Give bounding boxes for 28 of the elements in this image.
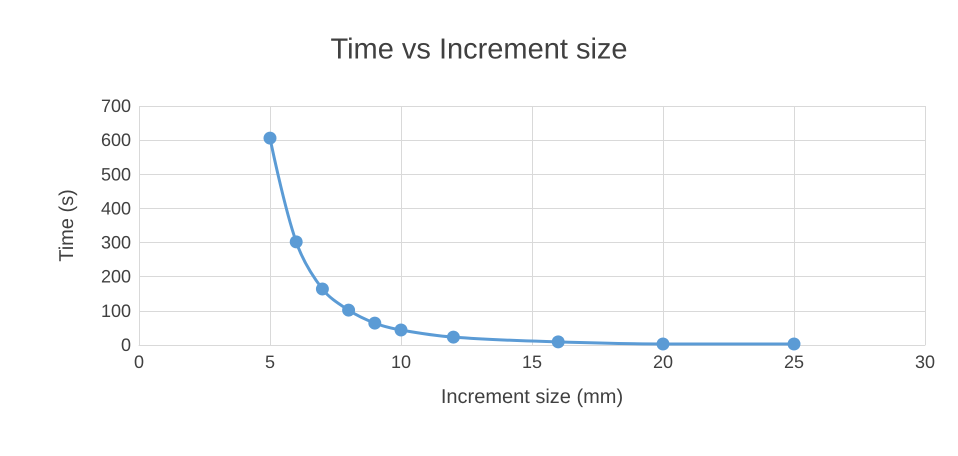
y-tick-label: 600 [100,130,131,150]
y-axis-title: Time (s) [56,189,78,262]
y-tick-label: 700 [100,96,131,116]
point [394,323,408,336]
y-tick-label: 500 [100,164,131,184]
y-tick-label: 400 [100,198,131,218]
x-tick-label: 30 [914,352,936,372]
chart-title: Time vs Increment size [330,34,628,66]
point [656,337,670,350]
point [342,304,356,317]
y-tick-label: 0 [120,335,131,355]
x-tick-label: 20 [652,352,674,372]
point [552,335,565,348]
point [290,235,303,248]
point [264,132,276,145]
y-tick-label: 300 [100,232,131,253]
x-axis-title: Increment size (mm) [440,386,624,408]
x-tick-label: 5 [264,352,276,372]
x-tick-label: 25 [784,352,804,372]
y-tick-label: 200 [100,266,131,287]
x-tick-label: 0 [134,352,144,372]
point [446,330,460,344]
y-tick-label: 100 [100,300,131,321]
x-tick-label: 10 [390,352,412,372]
point [316,282,329,296]
x-tick-label: 15 [522,352,542,372]
point [788,337,800,350]
point [368,316,382,330]
